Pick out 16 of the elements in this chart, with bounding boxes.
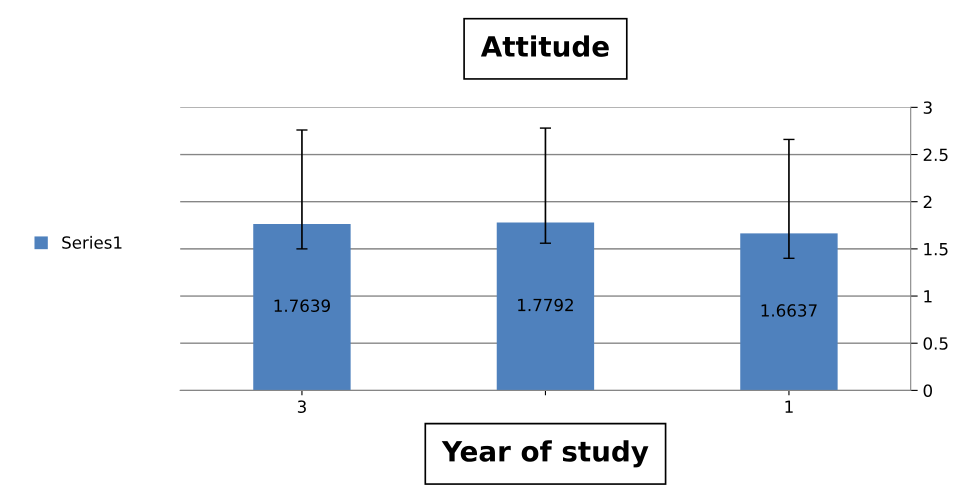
y-tick-label: 2 bbox=[924, 196, 932, 208]
y-tick-label: 1 bbox=[924, 290, 932, 302]
y-tick-label: 2.5 bbox=[924, 148, 948, 162]
y-tick-label: 0.5 bbox=[924, 337, 948, 350]
bar bbox=[740, 233, 838, 390]
legend-label: Series1 bbox=[62, 236, 122, 249]
y-tick-label: 0 bbox=[924, 384, 932, 397]
data-label: 1.7639 bbox=[274, 299, 330, 312]
bar bbox=[253, 224, 351, 390]
data-label: 1.7792 bbox=[518, 298, 573, 312]
data-label: 1.6637 bbox=[762, 304, 817, 317]
y-tick-label: 3 bbox=[924, 101, 932, 114]
chart-title: Attitude bbox=[480, 35, 609, 57]
y-tick-label: 1.5 bbox=[924, 243, 948, 256]
x-axis-title: Year of study bbox=[442, 440, 648, 468]
bar bbox=[496, 222, 594, 390]
